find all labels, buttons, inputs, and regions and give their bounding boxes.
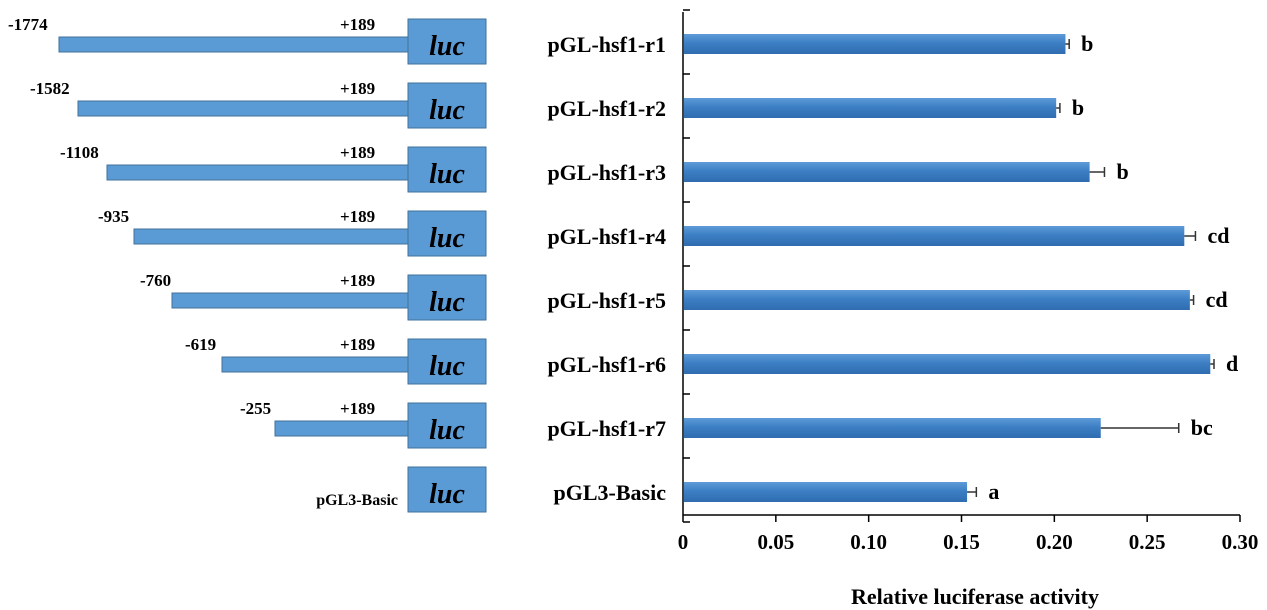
vector-label: pGL3-Basic [316,492,398,509]
luc-reporter-box [407,146,487,193]
luc-reporter-label: luc [429,415,465,446]
data-bar [684,418,1101,438]
promoter-fragment [106,164,409,181]
bar-chart: 0 0.05 0.10 0.15 0.20 0.25 0.30 Relative lucife… [547,9,1259,609]
luc-reporter-box [407,338,487,385]
promoter-fragment [58,36,409,53]
luc-reporter-label: luc [429,223,465,254]
fragment-end-label: +189 [340,335,375,354]
category-label: pGL-hsf1-r2 [547,96,666,121]
x-axis-title: Relative luciferase activity [851,584,1099,609]
data-bar [684,354,1211,374]
fragment-start-label: -1108 [60,143,99,162]
fragment-start-label: -255 [240,399,271,418]
category-label: pGL3-Basic [554,480,667,505]
luc-reporter-box [407,274,487,321]
luc-reporter-box [407,18,487,65]
category-label: pGL-hsf1-r3 [547,160,666,185]
fragment-start-label: -935 [98,207,129,226]
fragment-end-label: +189 [340,271,375,290]
significance-letter: cd [1206,287,1228,312]
category-label: pGL-hsf1-r1 [547,32,666,57]
fragment-end-label: +189 [340,399,375,418]
fragment-start-label: -619 [185,335,216,354]
data-bar [684,34,1066,54]
promoter-fragment [171,292,409,309]
promoter-fragment [133,228,409,245]
luc-reporter-box [407,210,487,257]
x-tick-label: 0.25 [1129,530,1166,554]
luc-reporter-label: luc [429,95,465,126]
x-tick-label: 0.30 [1222,530,1259,554]
x-tick-label: 0.10 [850,530,887,554]
construct-diagram: -1774 +189 luc -1582 +189 luc -1108 +189 luc -935… [8,15,487,513]
data-bar [684,226,1185,246]
fragment-start-label: -1774 [8,15,48,34]
significance-letter: d [1226,351,1238,376]
significance-letter: b [1081,31,1093,56]
x-tick-label: 0.15 [943,530,980,554]
luc-reporter-label: luc [429,479,465,510]
data-bar [684,162,1090,182]
luc-reporter-label: luc [429,159,465,190]
category-label: pGL-hsf1-r7 [547,416,666,441]
luc-reporter-box [407,466,487,513]
luc-reporter-box [407,402,487,449]
luc-reporter-label: luc [429,31,465,62]
significance-letter: a [988,479,999,504]
luc-reporter-box [407,82,487,129]
significance-letter: bc [1191,415,1213,440]
x-tick-label: 0.20 [1036,530,1073,554]
fragment-start-label: -760 [140,271,171,290]
category-label: pGL-hsf1-r5 [547,288,666,313]
category-label: pGL-hsf1-r4 [547,224,666,249]
significance-letter: cd [1207,223,1229,248]
luc-reporter-label: luc [429,351,465,382]
significance-letter: b [1116,159,1128,184]
promoter-fragment [77,100,409,117]
category-label: pGL-hsf1-r6 [547,352,666,377]
significance-letter: b [1072,95,1084,120]
fragment-end-label: +189 [340,15,375,34]
luc-reporter-label: luc [429,287,465,318]
data-bar [684,482,968,502]
data-bar [684,98,1057,118]
data-bar [684,290,1190,310]
fragment-start-label: -1582 [30,79,70,98]
x-tick-label: 0 [678,530,689,554]
promoter-fragment [221,356,409,373]
fragment-end-label: +189 [340,79,375,98]
x-tick-label: 0.05 [757,530,794,554]
fragment-end-label: +189 [340,207,375,226]
fragment-end-label: +189 [340,143,375,162]
promoter-fragment [274,420,409,437]
